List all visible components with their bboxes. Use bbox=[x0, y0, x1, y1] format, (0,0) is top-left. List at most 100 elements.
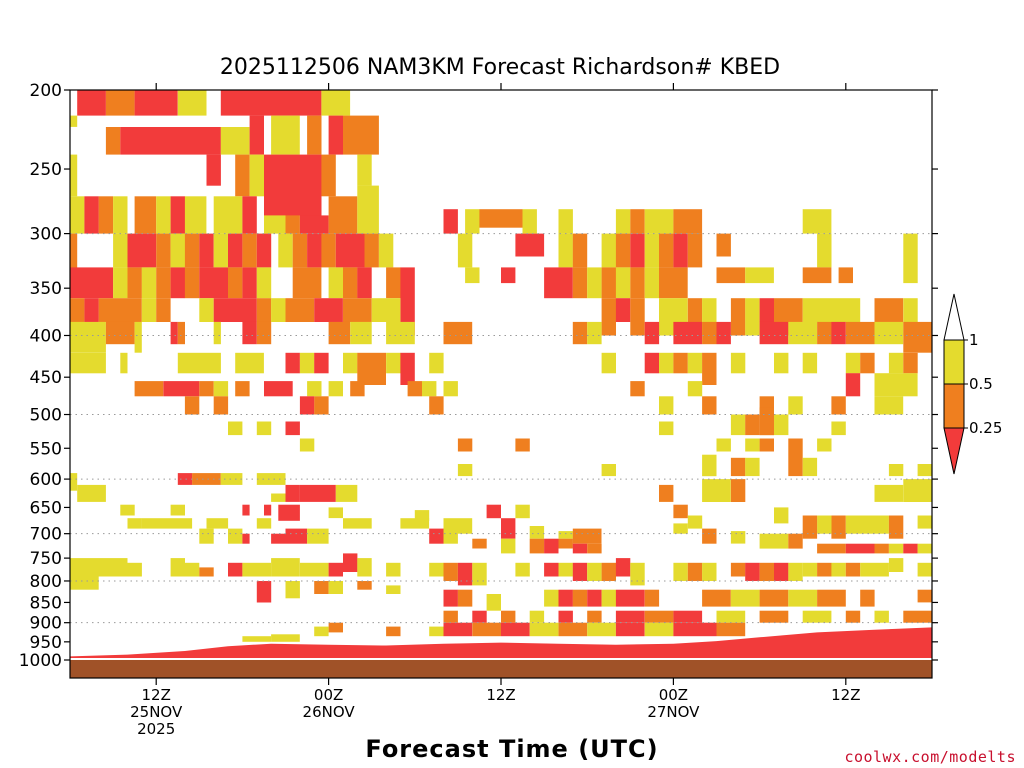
ri-cell bbox=[457, 589, 473, 607]
ri-cell bbox=[558, 610, 573, 623]
ri-cell bbox=[199, 233, 214, 268]
ri-cell bbox=[378, 233, 394, 268]
ri-cell bbox=[457, 438, 473, 452]
ri-cell bbox=[659, 267, 688, 299]
x-tick-label: 25NOV bbox=[130, 703, 183, 721]
chart-title: 2025112506 NAM3KM Forecast Richardson# K… bbox=[220, 55, 780, 80]
ri-cell bbox=[817, 589, 846, 607]
ri-cell bbox=[558, 622, 588, 637]
ri-cell bbox=[307, 233, 322, 268]
ri-cell bbox=[702, 589, 731, 607]
ri-cell bbox=[673, 352, 688, 374]
ri-cell bbox=[802, 457, 818, 477]
ri-cell bbox=[307, 381, 322, 397]
ri-cell bbox=[242, 636, 272, 642]
legend-label: 1 bbox=[969, 331, 979, 349]
ri-cell bbox=[170, 233, 185, 268]
ri-cell bbox=[874, 298, 904, 322]
ri-cell bbox=[285, 352, 300, 374]
ri-cell bbox=[702, 454, 717, 477]
ri-cell bbox=[615, 558, 631, 577]
ri-cell bbox=[687, 562, 703, 581]
ri-cell bbox=[687, 233, 703, 268]
ri-cell bbox=[615, 589, 645, 607]
ri-cell bbox=[299, 396, 315, 415]
ri-cell bbox=[285, 581, 300, 599]
ri-cell bbox=[659, 396, 674, 415]
ri-cell bbox=[386, 585, 401, 594]
ri-cell bbox=[156, 196, 171, 234]
ri-cell bbox=[386, 352, 401, 374]
y-tick-label: 950 bbox=[30, 633, 62, 653]
ri-cell bbox=[759, 533, 789, 549]
ri-cell bbox=[328, 196, 358, 234]
ri-cell bbox=[515, 562, 530, 577]
ri-cell bbox=[759, 407, 774, 436]
ri-cell bbox=[673, 321, 703, 345]
ri-cell bbox=[242, 562, 272, 577]
ri-cell bbox=[515, 438, 530, 452]
ri-cell bbox=[759, 321, 789, 345]
ri-cell bbox=[70, 196, 85, 234]
ri-cell bbox=[860, 589, 875, 607]
ri-cell bbox=[759, 438, 774, 452]
ri-cell bbox=[529, 610, 545, 623]
x-tick-label: 00Z bbox=[314, 686, 343, 704]
ri-cell bbox=[170, 558, 185, 577]
ri-cell bbox=[134, 196, 157, 234]
y-tick-label: 500 bbox=[30, 406, 62, 426]
ri-cell bbox=[874, 321, 904, 345]
ri-cell bbox=[400, 518, 430, 529]
ri-cell bbox=[134, 381, 164, 397]
ri-cell bbox=[687, 298, 703, 322]
ri-cell bbox=[644, 233, 660, 268]
ri-cell bbox=[903, 543, 918, 554]
ri-cell bbox=[587, 622, 616, 637]
ri-cell bbox=[184, 196, 207, 234]
ri-cell bbox=[220, 127, 250, 155]
ri-cell bbox=[364, 233, 379, 268]
ri-cell bbox=[501, 538, 516, 554]
ri-cell bbox=[199, 528, 214, 544]
ri-cell bbox=[292, 233, 308, 268]
pressure-axis: 200 250 300 350 400 450 500 550 600 650 700 750 8008… bbox=[19, 81, 938, 671]
ri-cell bbox=[888, 515, 904, 539]
ri-cell bbox=[299, 438, 315, 452]
ri-cell bbox=[702, 321, 717, 345]
ri-cell bbox=[501, 610, 516, 623]
ri-cell bbox=[874, 373, 918, 397]
ri-cell bbox=[486, 504, 501, 519]
ri-cell bbox=[70, 233, 78, 273]
ri-cell bbox=[845, 543, 875, 554]
ri-cell bbox=[220, 90, 322, 116]
ri-cell bbox=[831, 396, 846, 415]
ri-cell bbox=[256, 267, 272, 299]
legend-label: 0.5 bbox=[969, 375, 993, 393]
ri-cell bbox=[170, 504, 185, 516]
y-tick-label: 850 bbox=[30, 593, 62, 613]
ri-cell bbox=[70, 558, 128, 577]
ri-cell bbox=[170, 196, 185, 234]
ri-cell bbox=[615, 298, 631, 322]
ri-cell bbox=[120, 127, 221, 155]
ground bbox=[70, 660, 932, 678]
ri-cell bbox=[271, 493, 286, 502]
ri-cell bbox=[874, 610, 889, 623]
ri-cell bbox=[903, 479, 932, 502]
ri-cell bbox=[730, 531, 746, 544]
ri-cell bbox=[206, 518, 229, 529]
ri-cell bbox=[70, 267, 114, 299]
ri-cell bbox=[774, 562, 789, 581]
y-tick-label: 250 bbox=[30, 160, 62, 180]
ri-cell bbox=[465, 209, 480, 234]
ri-cell bbox=[386, 562, 401, 577]
ri-cell bbox=[465, 267, 480, 284]
ri-cell bbox=[774, 507, 789, 524]
ri-cell bbox=[299, 352, 315, 374]
ri-cell bbox=[572, 321, 588, 345]
ri-cell bbox=[299, 562, 329, 577]
ri-cell bbox=[601, 464, 616, 477]
ri-cell bbox=[328, 267, 343, 299]
ri-cell bbox=[788, 589, 817, 607]
ri-cell bbox=[644, 610, 674, 623]
